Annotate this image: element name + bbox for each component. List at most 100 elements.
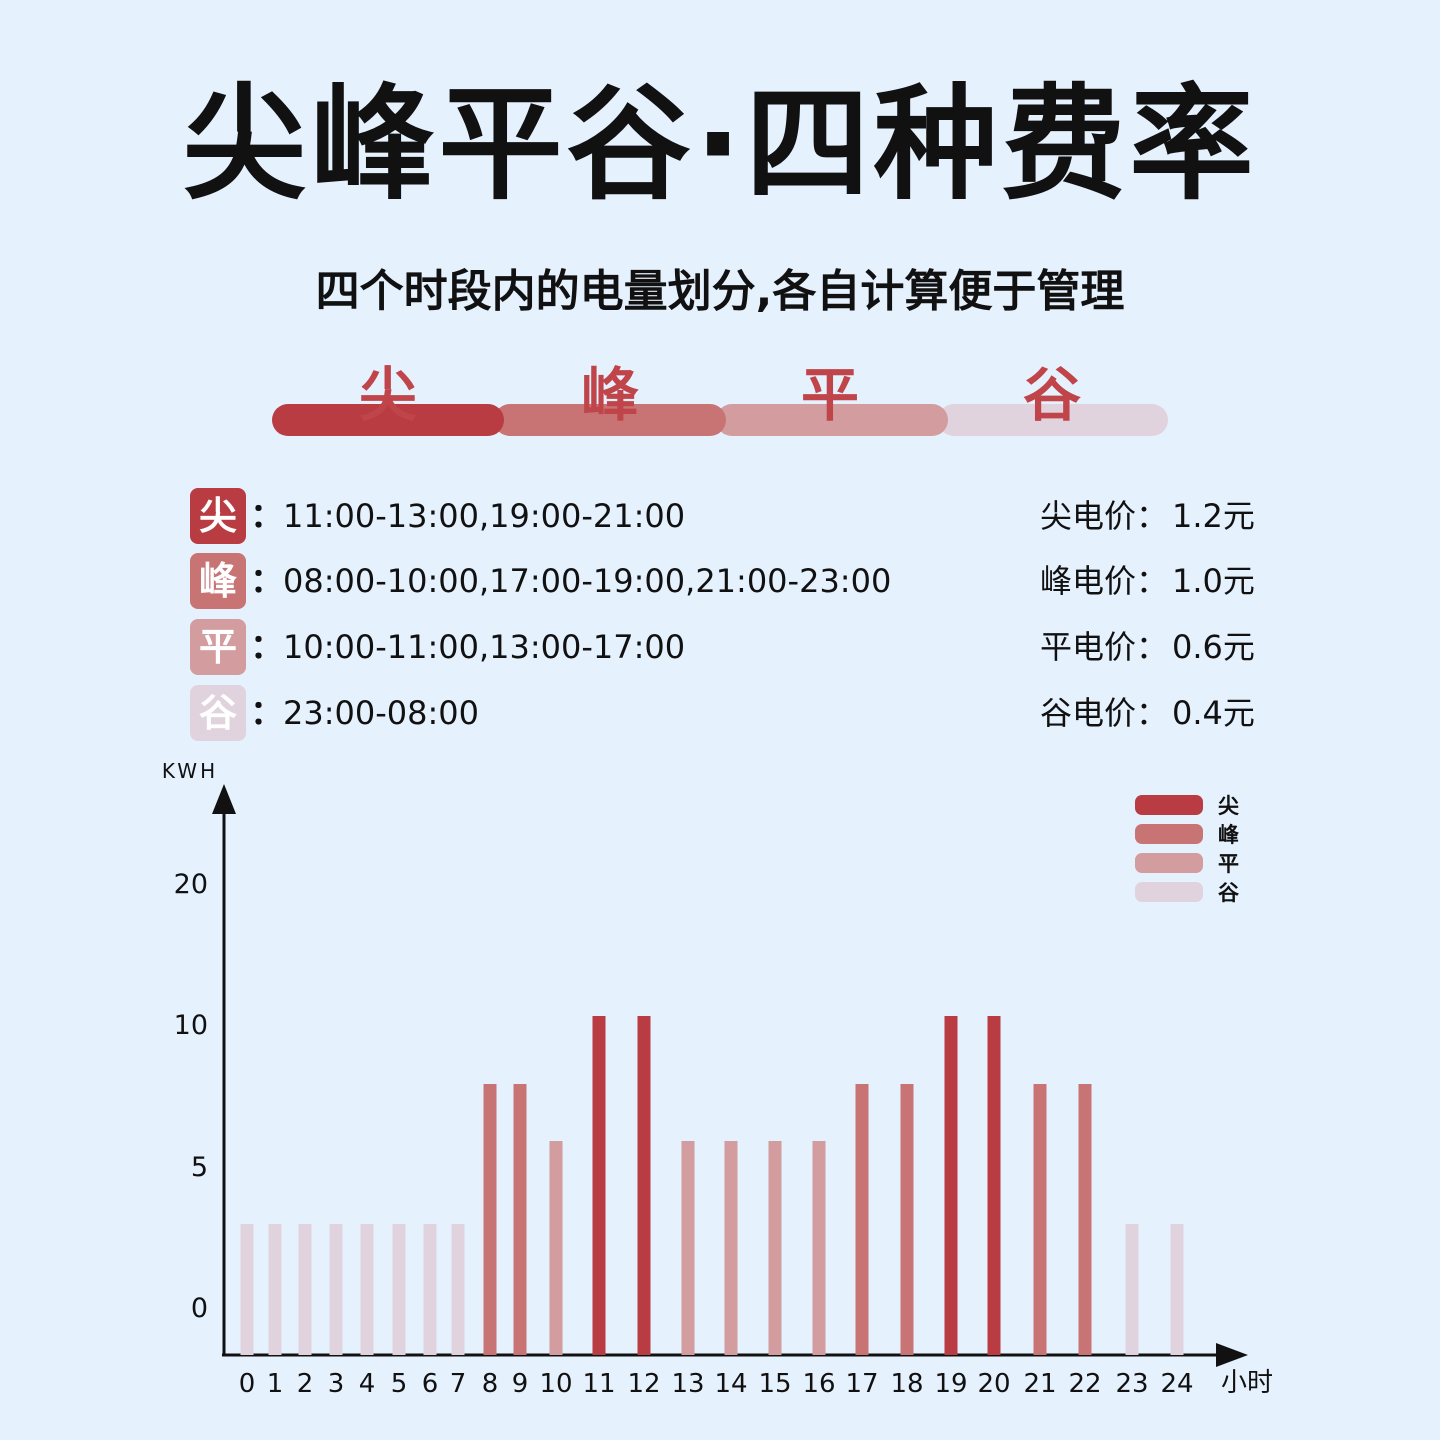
- x-tick-label: 7: [450, 1369, 467, 1399]
- price-value: 0.6元: [1172, 628, 1255, 666]
- bar: [681, 1141, 695, 1355]
- price-value: 0.4元: [1172, 694, 1255, 732]
- bar: [268, 1224, 282, 1355]
- x-tick-label: 5: [391, 1369, 408, 1399]
- x-tick-label: 16: [802, 1369, 835, 1399]
- tier-badge: 峰: [190, 553, 246, 609]
- tier-times: 23:00-08:00: [283, 694, 479, 732]
- x-tick-label: 11: [582, 1369, 615, 1399]
- legend-label: 谷: [1218, 881, 1240, 905]
- price-value: 1.2元: [1172, 497, 1255, 535]
- bar: [298, 1224, 312, 1355]
- x-tick-label: 6: [422, 1369, 439, 1399]
- y-tick-label: 5: [191, 1152, 208, 1183]
- bar: [1170, 1224, 1184, 1355]
- price-label: 尖电价：: [1040, 497, 1169, 535]
- tier-segment-gu: [938, 404, 1168, 436]
- colon: ：: [250, 693, 284, 733]
- bar: [1125, 1224, 1139, 1355]
- bar: [855, 1084, 869, 1355]
- tier-label-ping: 平: [800, 361, 859, 429]
- bar: [392, 1224, 406, 1355]
- bar: [592, 1016, 606, 1355]
- x-tick-label: 20: [977, 1369, 1010, 1399]
- tier-badge: 谷: [190, 685, 246, 741]
- x-tick-label: 19: [934, 1369, 967, 1399]
- page-title: 尖峰平谷·四种费率: [182, 73, 1258, 217]
- bar: [240, 1224, 254, 1355]
- x-tick-label: 15: [758, 1369, 791, 1399]
- x-axis-label: 小时: [1221, 1368, 1273, 1398]
- x-tick-label: 12: [627, 1369, 660, 1399]
- y-tick-label: 20: [174, 869, 208, 900]
- x-tick-label: 22: [1068, 1369, 1101, 1399]
- x-axis-arrow: [1216, 1343, 1248, 1367]
- bar: [513, 1084, 527, 1355]
- tier-row-ping: 平 ： 10:00-11:00,13:00-17:00 平电价： 0.6元: [190, 619, 1260, 675]
- tier-progress-bar: 尖 峰 平 谷: [272, 360, 1172, 450]
- x-tick-label: 1: [267, 1369, 284, 1399]
- tier-badge: 尖: [190, 488, 246, 544]
- bar: [812, 1141, 826, 1355]
- legend-swatch: [1135, 853, 1203, 873]
- bar: [944, 1016, 958, 1355]
- x-tick-label: 9: [512, 1369, 529, 1399]
- bar: [1033, 1084, 1047, 1355]
- tier-segment-jian: [272, 404, 504, 436]
- bar: [423, 1224, 437, 1355]
- legend-label: 峰: [1218, 823, 1239, 847]
- tier-times: 11:00-13:00,19:00-21:00: [283, 497, 686, 535]
- tier-segment-feng: [494, 404, 726, 436]
- tier-label-feng: 峰: [580, 361, 639, 429]
- x-tick-label: 13: [671, 1369, 704, 1399]
- tier-times: 08:00-10:00,17:00-19:00,21:00-23:00: [283, 562, 892, 600]
- colon: ：: [250, 561, 284, 601]
- x-tick-label: 10: [539, 1369, 572, 1399]
- bar: [549, 1141, 563, 1355]
- bar: [900, 1084, 914, 1355]
- x-tick-label: 8: [482, 1369, 499, 1399]
- bar: [1078, 1084, 1092, 1355]
- bar: [483, 1084, 497, 1355]
- bar: [768, 1141, 782, 1355]
- price-label: 峰电价：: [1040, 562, 1169, 600]
- tier-times: 10:00-11:00,13:00-17:00: [283, 628, 686, 666]
- x-tick-label: 21: [1023, 1369, 1056, 1399]
- x-tick-label: 3: [328, 1369, 345, 1399]
- tier-segment-ping: [716, 404, 948, 436]
- tier-row-jian: 尖 ： 11:00-13:00,19:00-21:00 尖电价： 1.2元: [190, 488, 1260, 544]
- legend-swatch: [1135, 795, 1203, 815]
- price-label: 平电价：: [1040, 628, 1169, 666]
- price-label: 谷电价：: [1040, 694, 1169, 732]
- x-tick-label: 23: [1115, 1369, 1148, 1399]
- x-tick-label: 18: [890, 1369, 923, 1399]
- price-value: 1.0元: [1172, 562, 1255, 600]
- tier-label-jian: 尖: [358, 361, 417, 429]
- bar: [451, 1224, 465, 1355]
- x-tick-label: 4: [359, 1369, 376, 1399]
- y-axis-arrow: [212, 784, 236, 814]
- page-subtitle: 四个时段内的电量划分,各自计算便于管理: [315, 266, 1125, 317]
- x-tick-label: 2: [297, 1369, 314, 1399]
- bar: [724, 1141, 738, 1355]
- legend-swatch: [1135, 882, 1203, 902]
- bar: [637, 1016, 651, 1355]
- colon: ：: [250, 496, 284, 536]
- y-axis-label: KWH: [162, 759, 218, 783]
- x-tick-label: 0: [239, 1369, 256, 1399]
- tier-badge: 平: [190, 619, 246, 675]
- colon: ：: [250, 627, 284, 667]
- legend-label: 平: [1218, 852, 1239, 876]
- bar: [360, 1224, 374, 1355]
- x-tick-label: 17: [845, 1369, 878, 1399]
- bar: [329, 1224, 343, 1355]
- x-tick-label: 14: [714, 1369, 747, 1399]
- x-tick-label: 24: [1160, 1369, 1193, 1399]
- tier-label-gu: 谷: [1022, 361, 1081, 429]
- y-tick-label: 10: [174, 1010, 208, 1041]
- bar: [987, 1016, 1001, 1355]
- legend-label: 尖: [1218, 794, 1239, 818]
- legend-swatch: [1135, 824, 1203, 844]
- y-tick-label: 0: [191, 1293, 208, 1324]
